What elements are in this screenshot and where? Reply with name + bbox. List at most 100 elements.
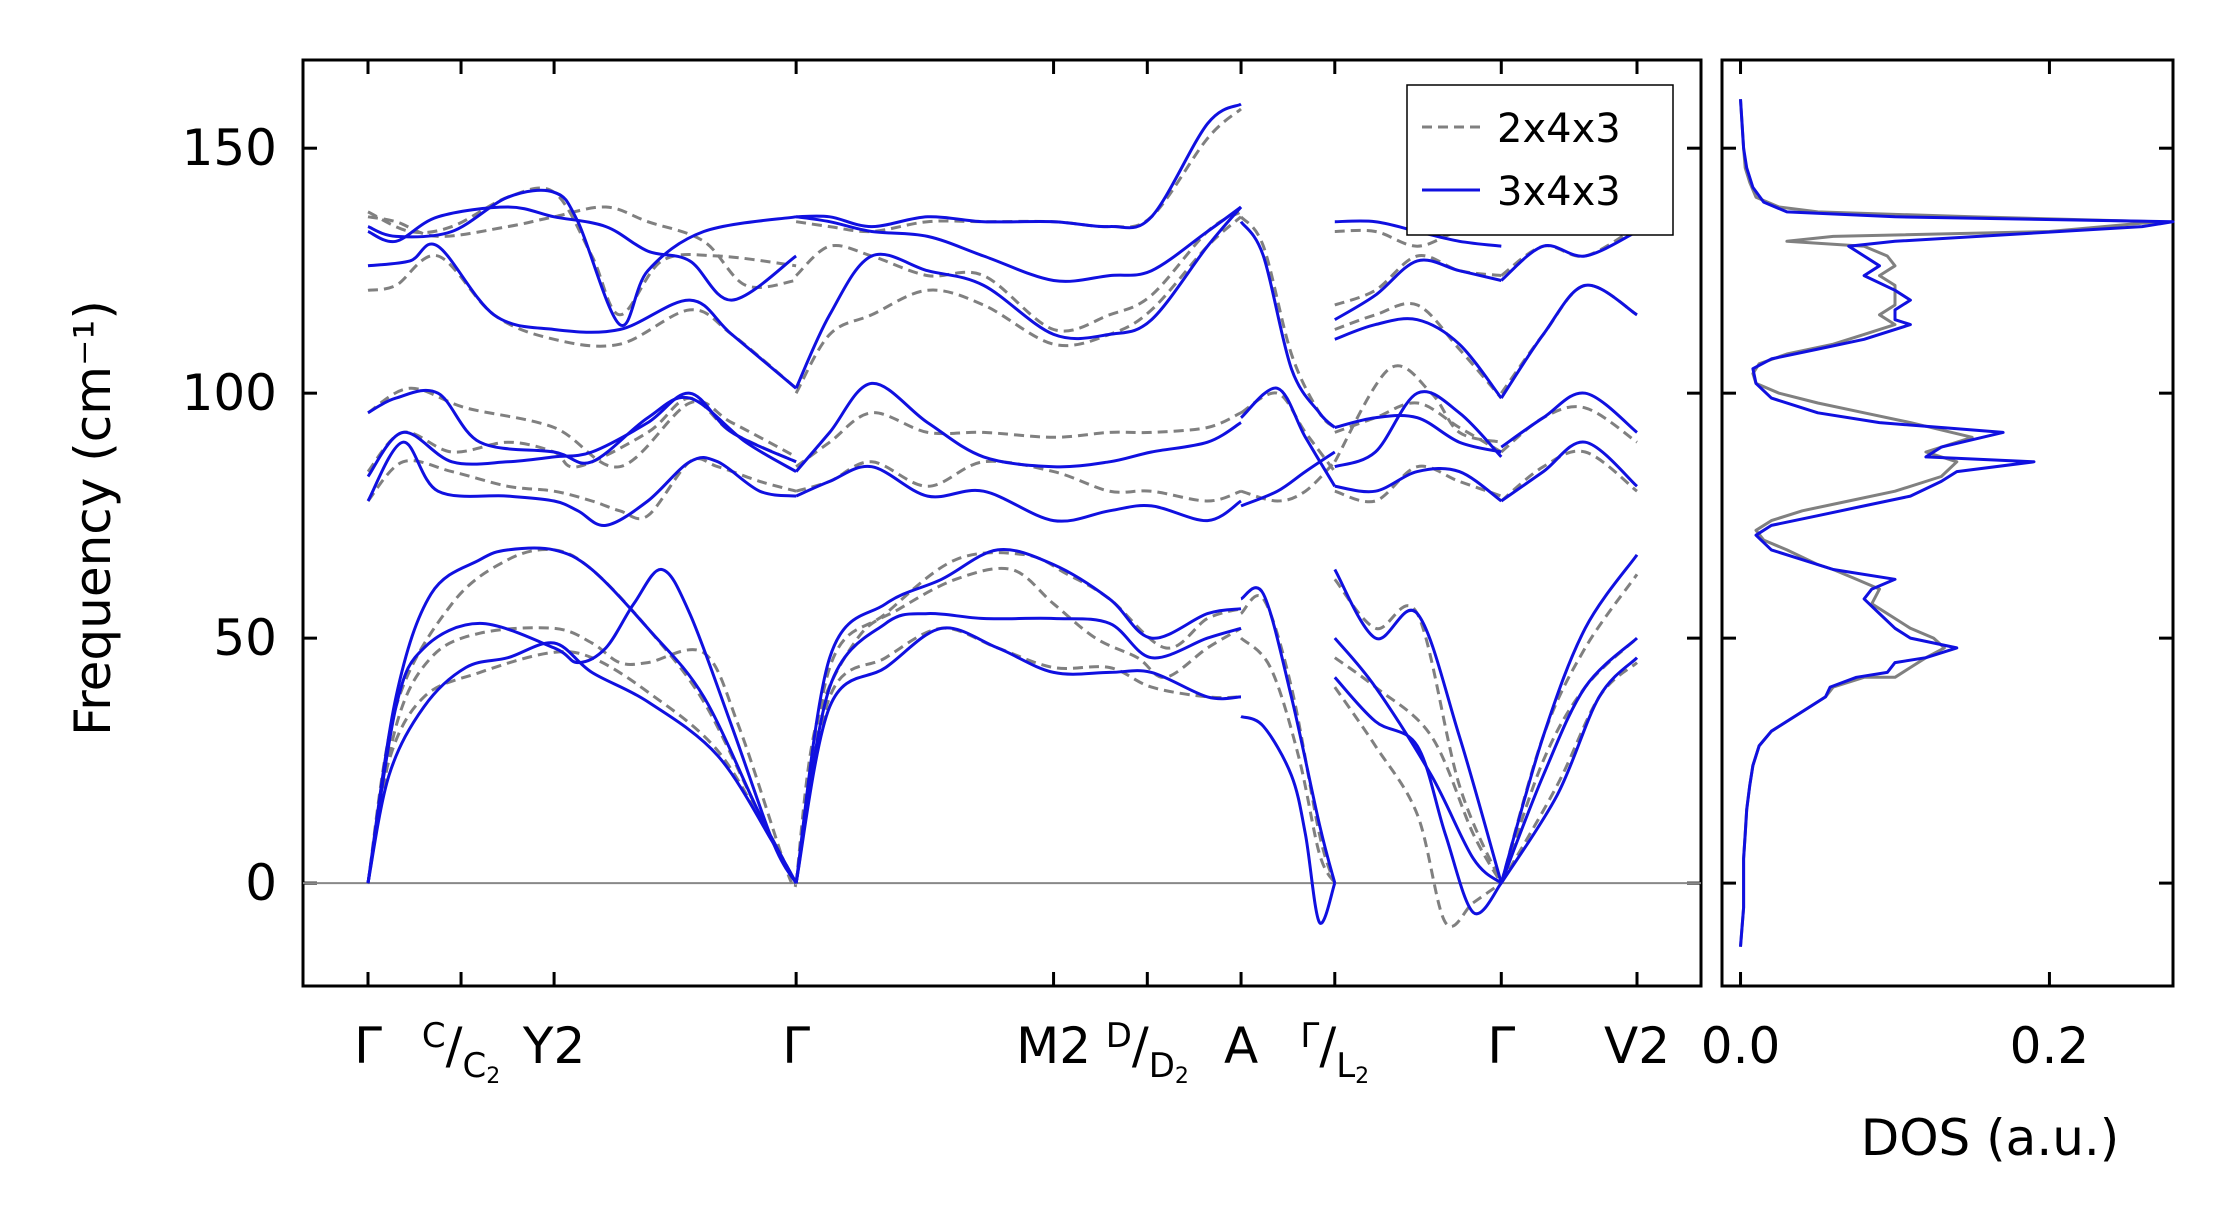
path-point-labels: Γ C/C2 Y2 Γ M2 D/D2 A Γ/L2 Γ V2 xyxy=(354,1016,1670,1089)
branch-3x4x3-10 xyxy=(794,626,1242,884)
branch-3x4x3-27 xyxy=(1334,413,1502,454)
branch-3x4x3-0 xyxy=(366,568,798,884)
path-label: Γ xyxy=(782,1017,810,1075)
branch-3x4x3-18 xyxy=(1240,586,1337,884)
branch-3x4x3-23 xyxy=(1333,637,1503,885)
path-label: V2 xyxy=(1604,1017,1670,1075)
branch-2x4x3-23 xyxy=(1333,656,1503,884)
path-label: Γ/L2 xyxy=(1300,1016,1369,1089)
path-label: Y2 xyxy=(522,1017,585,1075)
branch-3x4x3-29 xyxy=(1334,258,1502,321)
dos-line-3x4x3 xyxy=(1739,99,2175,947)
branch-3x4x3-2 xyxy=(366,641,798,884)
legend-label-3x4x3: 3x4x3 xyxy=(1497,169,1621,215)
branch-2x4x3-18 xyxy=(1239,636,1337,884)
frequency-tick-label: 0 xyxy=(245,854,277,912)
legend-box xyxy=(1406,84,1674,236)
branch-3x4x3-37 xyxy=(1500,230,1638,282)
frequency-tick-label: 100 xyxy=(182,364,277,422)
branch-2x4x3-4 xyxy=(366,396,797,473)
path-label: D/D2 xyxy=(1106,1016,1189,1089)
dos-line-2x4x3 xyxy=(1739,99,2160,947)
branch-3x4x3-6 xyxy=(367,242,798,390)
dos-tick-label: 0.0 xyxy=(1701,1017,1781,1075)
dos-x-axis-title: DOS (a.u.) xyxy=(1861,1109,2120,1167)
branch-3x4x3-35 xyxy=(1500,391,1638,449)
path-label: Γ xyxy=(354,1017,382,1075)
branch-2x4x3-15 xyxy=(795,210,1242,333)
branch-2x4x3-34 xyxy=(1500,449,1638,503)
branch-3x4x3-17 xyxy=(1240,715,1337,925)
branch-2x4x3-25 xyxy=(1334,464,1502,504)
branch-3x4x3-19 xyxy=(1240,450,1336,508)
branch-2x4x3-2 xyxy=(366,650,798,884)
branch-2x4x3-6 xyxy=(367,254,798,390)
branch-3x4x3-15 xyxy=(795,205,1242,283)
branch-3x4x3-28 xyxy=(1334,317,1503,400)
dos-ticks xyxy=(1722,60,2173,986)
branch-3x4x3-20 xyxy=(1239,386,1337,488)
branch-3x4x3-33 xyxy=(1500,656,1639,884)
branch-2x4x3-32 xyxy=(1499,573,1639,884)
branch-3x4x3-16 xyxy=(796,102,1242,230)
branch-3x4x3-14 xyxy=(794,206,1243,389)
branch-3x4x3-31 xyxy=(1499,636,1639,884)
branch-3x4x3-13 xyxy=(794,381,1242,473)
branch-3x4x3-22 xyxy=(1333,676,1503,916)
dos-tick-labels: 0.0 0.2 xyxy=(1701,1017,2089,1075)
branch-2x4x3-19 xyxy=(1240,460,1336,503)
branch-3x4x3-32 xyxy=(1499,553,1639,884)
branch-2x4x3-11 xyxy=(794,551,1242,884)
band-plot-frame xyxy=(301,58,1703,988)
branch-2x4x3-10 xyxy=(794,626,1242,884)
branch-3x4x3-7 xyxy=(367,205,797,302)
branch-2x4x3-3 xyxy=(366,457,797,521)
branch-2x4x3-29 xyxy=(1334,254,1502,307)
branch-2x4x3-5 xyxy=(367,386,797,469)
branch-2x4x3-24 xyxy=(1333,578,1503,884)
path-label: Γ xyxy=(1487,1017,1515,1075)
series-3x4x3-lines xyxy=(366,102,1639,925)
dos-tick-label: 0.2 xyxy=(2010,1017,2090,1075)
path-label: M2 xyxy=(1016,1017,1091,1075)
branch-3x4x3-9 xyxy=(794,612,1242,884)
branch-3x4x3-24 xyxy=(1333,568,1503,884)
branch-3x4x3-8 xyxy=(367,188,797,327)
branch-3x4x3-3 xyxy=(366,440,797,527)
branch-2x4x3-30 xyxy=(1334,228,1502,248)
branch-2x4x3-27 xyxy=(1334,401,1503,454)
branch-3x4x3-21 xyxy=(1239,220,1336,429)
branch-2x4x3-1 xyxy=(366,547,798,884)
branch-2x4x3-33 xyxy=(1499,661,1639,884)
y-axis-title: Frequency (cm⁻¹) xyxy=(64,300,122,736)
branch-3x4x3-26 xyxy=(1334,390,1503,469)
dos-panel: 0.0 0.2 DOS (a.u.) xyxy=(1701,58,2175,1167)
band-structure-panel: 0 50 100 150 Γ C/C2 Y2 Γ M2 D/D2 A Γ/L2 Γ V2 Frequen… xyxy=(64,58,1703,1089)
band-ticks xyxy=(303,60,1701,986)
branch-3x4x3-5 xyxy=(367,388,797,473)
branch-2x4x3-26 xyxy=(1333,364,1502,463)
dos-plot-frame xyxy=(1720,58,2175,988)
branch-2x4x3-14 xyxy=(794,215,1242,394)
branch-3x4x3-36 xyxy=(1500,283,1638,399)
legend-label-2x4x3: 2x4x3 xyxy=(1497,106,1621,152)
branch-2x4x3-13 xyxy=(795,411,1242,468)
branch-2x4x3-21 xyxy=(1239,215,1336,429)
path-label: C/C2 xyxy=(422,1016,500,1089)
branch-2x4x3-28 xyxy=(1334,302,1503,400)
frequency-tick-label: 150 xyxy=(182,119,277,177)
dos-lines xyxy=(1739,99,2175,947)
branch-2x4x3-22 xyxy=(1333,686,1503,928)
branch-3x4x3-25 xyxy=(1334,467,1503,503)
branch-2x4x3-8 xyxy=(367,186,797,317)
branch-2x4x3-16 xyxy=(795,107,1242,234)
branch-2x4x3-36 xyxy=(1500,283,1638,395)
frequency-tick-label: 50 xyxy=(213,609,277,667)
branch-3x4x3-1 xyxy=(366,546,798,884)
branch-2x4x3-0 xyxy=(366,626,798,889)
branch-3x4x3-34 xyxy=(1500,440,1639,503)
branch-3x4x3-12 xyxy=(795,464,1242,523)
legend: 2x4x3 3x4x3 xyxy=(1406,84,1674,236)
frequency-tick-labels: 0 50 100 150 xyxy=(182,119,277,912)
